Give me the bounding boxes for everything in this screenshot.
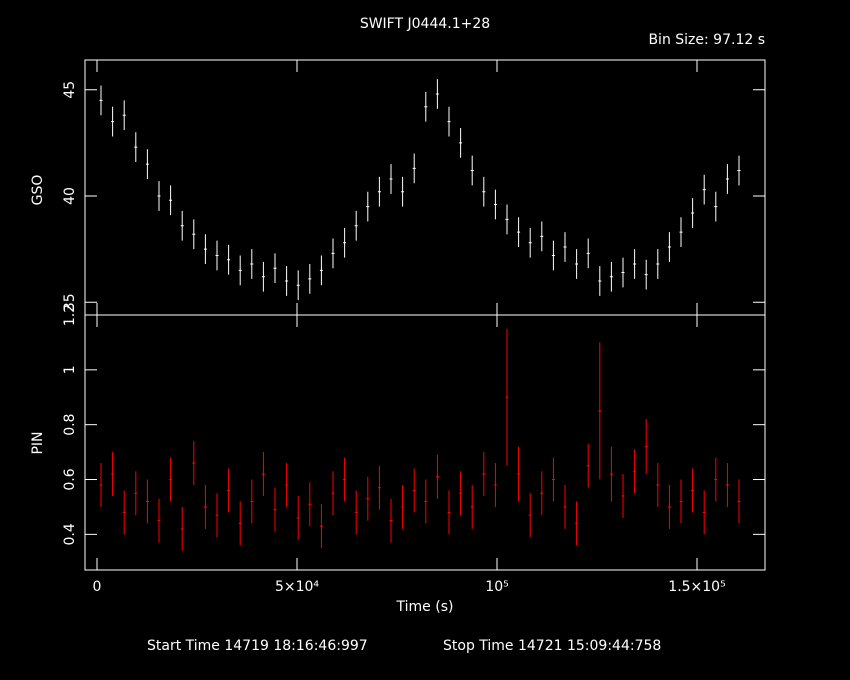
x-tick-label: 1.5×10⁵ (668, 579, 725, 595)
y-tick-label: 35 (62, 293, 78, 311)
chart-title: SWIFT J0444.1+28 (360, 16, 490, 32)
y-axis-label: PIN (30, 431, 46, 454)
y-tick-label: 0.6 (62, 468, 78, 490)
plot-frame (84, 314, 766, 571)
stop-time: Stop Time 14721 15:09:44:758 (443, 638, 661, 654)
y-axis-label: GSO (30, 175, 46, 206)
bin-size: Bin Size: 97.12 s (648, 32, 765, 48)
start-time: Start Time 14719 18:16:46:997 (147, 638, 368, 654)
y-tick-label: 40 (62, 187, 78, 205)
x-tick-label: 0 (93, 579, 102, 595)
y-tick-label: 45 (62, 81, 78, 99)
x-tick-label: 10⁵ (485, 579, 508, 595)
y-tick-label: 0.8 (62, 414, 78, 436)
y-tick-label: 1.2 (62, 304, 78, 326)
y-tick-label: 1 (62, 365, 78, 374)
x-tick-label: 5×10⁴ (275, 579, 319, 595)
y-tick-label: 0.4 (62, 523, 78, 545)
x-axis-label: Time (s) (396, 599, 454, 615)
